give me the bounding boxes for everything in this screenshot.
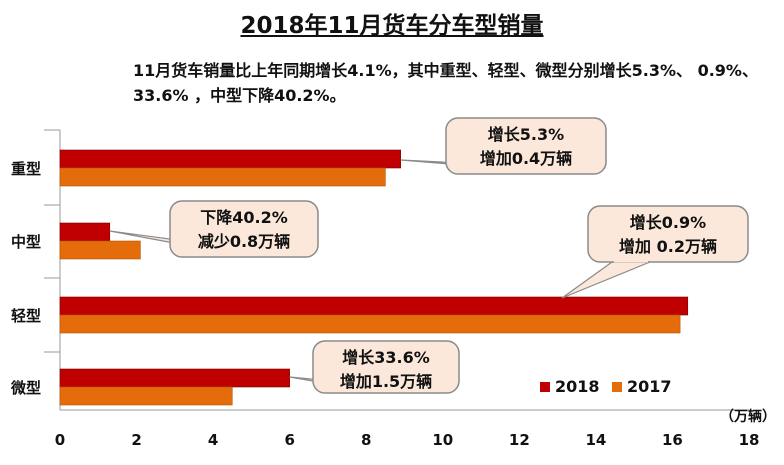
x-tick-label-7: 14 xyxy=(585,431,606,449)
x-tick-label-1: 2 xyxy=(131,431,141,449)
bar-2018-0 xyxy=(59,149,401,169)
category-label-0: 重型 xyxy=(11,160,41,178)
legend-swatch-2017 xyxy=(612,382,622,392)
bar-2018-3 xyxy=(59,368,290,388)
legend-label-2018: 2018 xyxy=(555,377,600,396)
bar-2017-0 xyxy=(59,167,386,187)
legend-label-2017: 2017 xyxy=(627,377,672,396)
callout-text-3-0: 增长33.6% xyxy=(342,348,430,367)
x-tick-label-3: 6 xyxy=(284,431,294,449)
callout-pointer-2 xyxy=(561,261,651,299)
callout-text-2-0: 增长0.9% xyxy=(630,213,706,232)
bar-2017-2 xyxy=(59,314,681,334)
category-label-3: 微型 xyxy=(10,379,41,397)
callout-text-1-0: 下降40.2% xyxy=(200,208,288,227)
bar-2018-2 xyxy=(59,296,689,316)
unit-label: （万辆） xyxy=(720,408,776,425)
callout-text-0-1: 增加0.4万辆 xyxy=(480,149,572,168)
callout-text-3-1: 增加1.5万辆 xyxy=(340,372,432,391)
callout-box-2 xyxy=(587,205,749,263)
callout-text-0-0: 增长5.3% xyxy=(488,125,564,144)
callout-box-3 xyxy=(312,340,460,394)
x-tick-label-4: 8 xyxy=(361,431,371,449)
x-tick-label-5: 10 xyxy=(432,431,453,449)
callout-text-1-1: 减少0.8万辆 xyxy=(198,232,290,251)
callout-text-2-1: 增加 0.2万辆 xyxy=(619,237,717,256)
callout-box-1 xyxy=(169,200,319,258)
x-tick-label-8: 16 xyxy=(662,431,683,449)
x-tick-label-0: 0 xyxy=(55,431,65,449)
bar-2017-3 xyxy=(59,386,233,406)
category-label-2: 轻型 xyxy=(11,307,41,325)
x-tick-label-2: 4 xyxy=(208,431,218,449)
chart-title: 2018年11月货车分车型销量 xyxy=(240,13,544,39)
chart-subtitle: 11月货车销量比上年同期增长4.1%，其中重型、轻型、微型分别增长5.3%、 0… xyxy=(133,61,758,105)
x-tick-label-9: 18 xyxy=(739,431,760,449)
callout-box-0 xyxy=(445,117,607,175)
bar-2017-1 xyxy=(59,240,141,260)
legend-swatch-2018 xyxy=(540,382,550,392)
x-tick-label-6: 12 xyxy=(509,431,530,449)
category-label-1: 中型 xyxy=(11,233,41,251)
bar-2018-1 xyxy=(59,222,111,242)
